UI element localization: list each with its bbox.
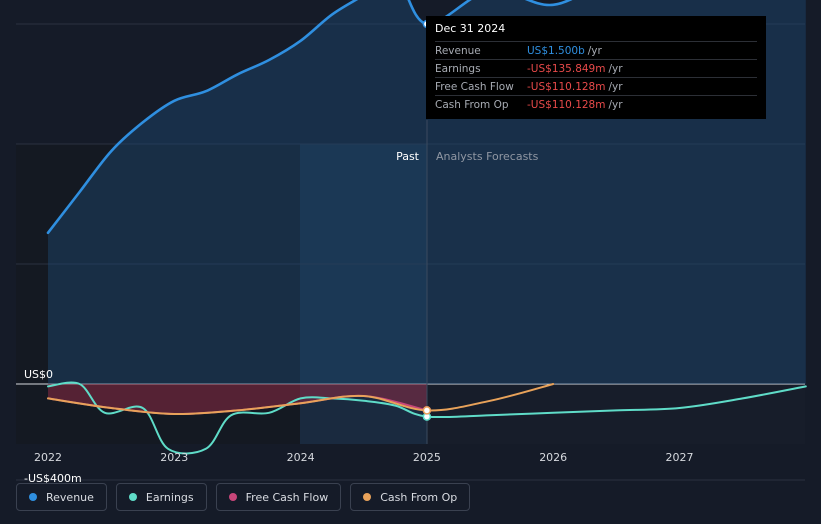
tooltip-row-unit: /yr	[608, 80, 623, 93]
tooltip-row-unit: /yr	[587, 44, 602, 57]
tooltip-row-value: US$1.500b	[527, 44, 585, 57]
y-axis-label: US$0	[24, 368, 53, 381]
legend-dot-icon	[29, 493, 37, 501]
cash-from-op-marker	[422, 406, 432, 415]
legend-label: Revenue	[46, 490, 94, 504]
legend-item-free-cash-flow[interactable]: Free Cash Flow	[215, 483, 342, 511]
x-axis-label: 2026	[539, 451, 567, 464]
x-axis-label: 2022	[34, 451, 62, 464]
tooltip-rows: Revenue US$1.500b/yr Earnings -US$135.849m /…	[435, 41, 757, 113]
series-lines	[46, 0, 807, 455]
tooltip-row-value: -US$110.128m	[527, 98, 606, 111]
x-axis-label: 2023	[160, 451, 188, 464]
tooltip-row-label: Cash From Op	[435, 98, 509, 111]
tooltip-row-value: -US$110.128m	[527, 80, 606, 93]
tooltip-row: Cash From Op -US$110.128m/yr	[435, 95, 757, 113]
tooltip-row-label: Revenue	[435, 44, 481, 57]
forecast-label: Analysts Forecasts	[436, 150, 539, 163]
free-cash-flow-area	[48, 384, 427, 415]
tooltip-row-unit: /yr	[608, 98, 623, 111]
x-axis-labels: 2022 2023 2024 2025 2026 2027	[34, 451, 694, 464]
legend-dot-icon	[363, 493, 372, 501]
x-axis-label: 2024	[287, 451, 315, 464]
tooltip-row: Earnings -US$135.849m/yr	[435, 59, 757, 77]
legend-item-earnings[interactable]: Earnings	[115, 483, 207, 511]
y-axis-label: -US$400m	[24, 472, 82, 485]
tooltip-row-value: -US$135.849m	[527, 62, 606, 75]
legend-item-revenue[interactable]: Revenue	[16, 483, 107, 511]
legend: Revenue Earnings Free Cash Flow Cash From O…	[16, 483, 471, 511]
revenue-line	[46, 0, 573, 235]
tooltip: Dec 31 2024 Revenue US$1.500b/yr Earnings -…	[426, 16, 766, 119]
legend-label: Earnings	[145, 490, 194, 504]
legend-dot-icon	[228, 493, 237, 501]
y-axis-labels: US$2bUS$0-US$400m	[24, 368, 82, 485]
tooltip-row-label: Free Cash Flow	[435, 80, 514, 93]
legend-label: Cash From Op	[380, 490, 458, 504]
tooltip-row: Revenue US$1.500b/yr	[435, 41, 757, 59]
x-axis-label: 2027	[666, 451, 694, 464]
legend-label: Free Cash Flow	[245, 490, 329, 504]
cash-from-op-line	[47, 383, 555, 416]
legend-dot-icon	[128, 493, 137, 501]
past-label: Past	[396, 150, 420, 163]
tooltip-row-unit: /yr	[608, 62, 623, 75]
tooltip-date: Dec 31 2024	[435, 22, 506, 35]
tooltip-row: Free Cash Flow -US$110.128m/yr	[435, 77, 757, 95]
tooltip-row-label: Earnings	[435, 62, 481, 75]
x-axis-label: 2025	[413, 451, 441, 464]
legend-item-cash-from-op[interactable]: Cash From Op	[350, 483, 471, 511]
